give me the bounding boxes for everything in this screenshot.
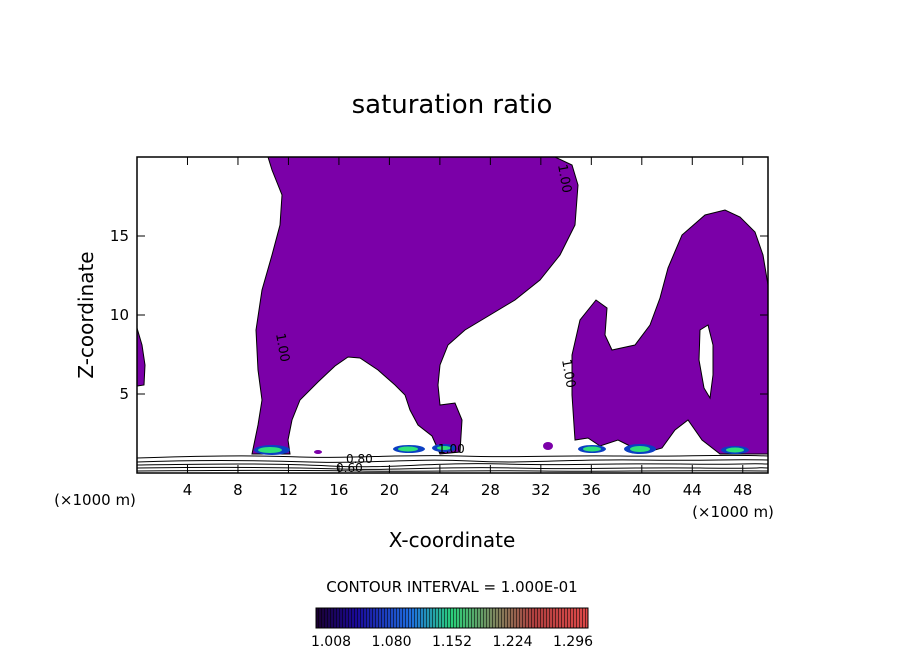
surface-cell (543, 442, 553, 450)
x-tick-label: 44 (683, 481, 702, 499)
unsaturated-hole (698, 324, 714, 400)
surface-cell (437, 446, 451, 450)
chart-title: saturation ratio (352, 90, 553, 120)
contour-label: 1.00 (438, 442, 465, 456)
x-tick-label: 20 (380, 481, 399, 499)
x-tick-label: 16 (329, 481, 348, 499)
x-unit-left: (×1000 m) (54, 491, 136, 509)
x-tick-label: 40 (632, 481, 651, 499)
colorbar-stripes (316, 608, 588, 628)
contour-line (136, 466, 769, 470)
contour-line (136, 454, 769, 459)
colorbar: 1.008 1.080 1.152 1.224 1.296 (311, 607, 593, 650)
contour-line (136, 469, 769, 472)
contour-line (136, 459, 769, 463)
y-tick-label: 10 (110, 306, 129, 324)
supersaturated-region-right (571, 209, 769, 455)
x-tick-label: 48 (733, 481, 752, 499)
surface-cells (254, 442, 749, 455)
colorbar-tick-label: 1.080 (371, 634, 411, 650)
surface-cell (398, 446, 418, 452)
contour-line (136, 463, 769, 468)
colorbar-tick-label: 1.008 (311, 634, 351, 650)
colorbar-frame (315, 607, 589, 629)
supersaturated-region-central (251, 156, 579, 455)
colorbar-tick-label: 1.224 (492, 634, 532, 650)
contour-interval-text: CONTOUR INTERVAL = 1.000E-01 (326, 578, 577, 596)
surface-cell (583, 446, 601, 452)
y-axis-ticks: 5 10 15 (110, 227, 768, 403)
colorbar-ticks: 1.008 1.080 1.152 1.224 1.296 (311, 634, 593, 650)
surface-cell (726, 447, 744, 453)
x-tick-label: 36 (582, 481, 601, 499)
contour-label: 1.00 (554, 163, 574, 194)
contour-label: 1.00 (272, 332, 292, 363)
surface-cell (314, 450, 322, 454)
x-tick-label: 12 (279, 481, 298, 499)
colorbar-tick-label: 1.296 (553, 634, 593, 650)
x-tick-label: 32 (531, 481, 550, 499)
contour-label: 1.00 (558, 358, 578, 389)
surface-contours (136, 454, 769, 472)
contour-label: 0.80 (346, 452, 373, 466)
y-tick-label: 5 (119, 385, 129, 403)
surface-cell (630, 446, 650, 452)
supersaturated-region-left (136, 327, 146, 387)
y-tick-label: 15 (110, 227, 129, 245)
plot-area: 1.00 1.00 1.00 1.00 0.80 0.60 (136, 156, 769, 475)
x-axis-label: X-coordinate (389, 528, 516, 552)
x-tick-label: 24 (430, 481, 449, 499)
x-tick-label: 4 (183, 481, 193, 499)
x-tick-label: 28 (481, 481, 500, 499)
x-tick-label: 8 (233, 481, 243, 499)
surface-cell (258, 447, 282, 453)
contour-label: 0.60 (336, 461, 363, 475)
y-axis-label: Z-coordinate (74, 251, 98, 378)
colorbar-tick-label: 1.152 (432, 634, 472, 650)
x-unit-right: (×1000 m) (692, 503, 774, 521)
x-axis-ticks: 4 8 12 16 20 24 28 32 36 40 44 48 (183, 157, 752, 499)
